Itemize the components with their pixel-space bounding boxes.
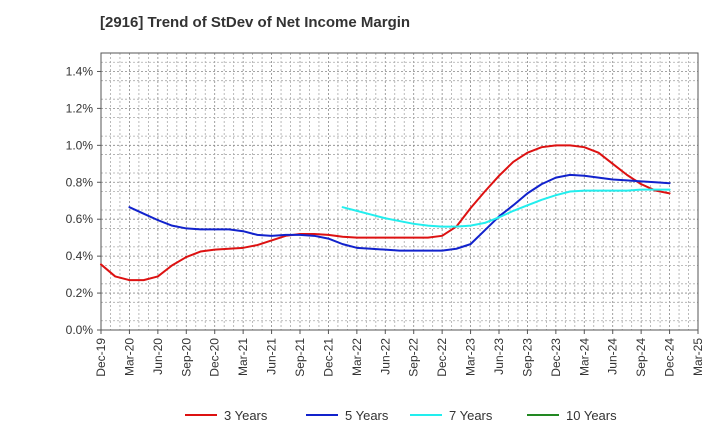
- x-tick-label: Mar-25: [691, 338, 705, 376]
- series-line: [100, 144, 671, 282]
- x-tick-label: Jun-24: [606, 338, 620, 375]
- legend-label: 10 Years: [566, 408, 617, 423]
- plot-border: [100, 52, 699, 331]
- y-tick-label: 1.2%: [66, 101, 94, 115]
- x-tick-label: Dec-21: [321, 338, 335, 377]
- x-tick-label: Sep-24: [634, 338, 648, 377]
- x-tick-label: Dec-22: [435, 338, 449, 377]
- x-tick-label: Mar-24: [577, 338, 591, 376]
- x-tick-label: Sep-22: [407, 338, 421, 377]
- y-tick-label: 0.0%: [66, 323, 94, 337]
- y-tick-label: 0.8%: [66, 175, 94, 189]
- y-tick-label: 1.4%: [66, 64, 94, 78]
- legend-label: 5 Years: [345, 408, 389, 423]
- series-line: [341, 188, 671, 228]
- y-tick-label: 1.0%: [66, 138, 94, 152]
- series-line: [128, 173, 671, 252]
- x-tick-label: Mar-20: [122, 338, 136, 376]
- x-tick-label: Dec-23: [549, 338, 563, 377]
- y-tick-label: 0.4%: [66, 249, 94, 263]
- chart-title: [2916] Trend of StDev of Net Income Marg…: [100, 14, 411, 31]
- x-tick-label: Dec-24: [663, 338, 677, 377]
- x-tick-label: Sep-20: [179, 338, 193, 377]
- x-tick-label: Jun-21: [265, 338, 279, 375]
- x-tick-label: Jun-22: [378, 338, 392, 375]
- legend-label: 7 Years: [449, 408, 493, 423]
- x-tick-label: Sep-21: [293, 338, 307, 377]
- x-tick-label: Mar-23: [464, 338, 478, 376]
- x-tick-label: Dec-20: [208, 338, 222, 377]
- x-tick-label: Dec-19: [94, 338, 108, 377]
- legend-label: 3 Years: [224, 408, 268, 423]
- x-tick-label: Jun-20: [151, 338, 165, 375]
- y-tick-label: 0.2%: [66, 286, 94, 300]
- x-tick-label: Jun-23: [492, 338, 506, 375]
- x-tick-label: Mar-21: [236, 338, 250, 376]
- x-tick-label: Mar-22: [350, 338, 364, 376]
- x-tick-label: Sep-23: [520, 338, 534, 377]
- y-tick-label: 0.6%: [66, 212, 94, 226]
